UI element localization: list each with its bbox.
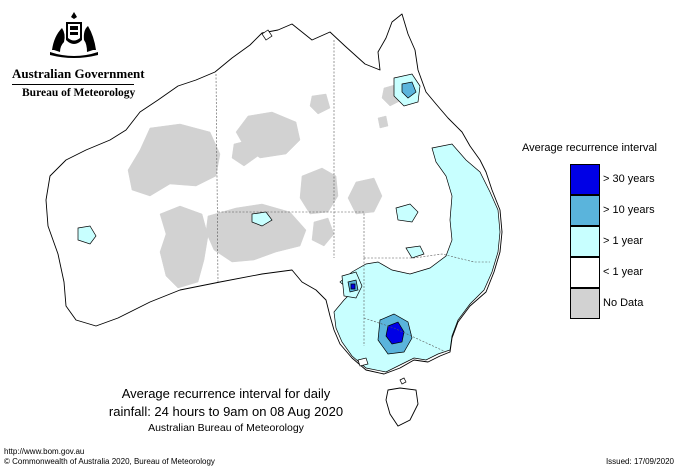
border-sa-qld	[334, 211, 365, 258]
legend-item: > 10 years	[570, 195, 680, 226]
legend-swatch	[570, 195, 600, 226]
map-source: Australian Bureau of Meteorology	[148, 422, 304, 434]
legend-swatch	[570, 257, 600, 288]
copyright-notice: © Commonwealth of Australia 2020, Bureau…	[4, 457, 215, 466]
legend-label: > 1 year	[603, 235, 644, 247]
recurrence-area-30-years-sa	[350, 283, 356, 290]
no-data-area	[231, 139, 259, 167]
legend-title: Average recurrence interval	[522, 142, 657, 154]
recurrence-area-1-year-west	[77, 225, 97, 245]
legend-item: No Data	[570, 288, 680, 319]
legend-item: < 1 year	[570, 257, 680, 288]
recurrence-area-10-years-north	[401, 81, 417, 99]
coat-of-arms-icon	[50, 12, 98, 58]
legend-label: < 1 year	[603, 266, 644, 278]
legend-swatch	[570, 164, 600, 195]
no-data-area	[311, 217, 335, 247]
no-data-area	[205, 203, 307, 263]
header-divider	[12, 84, 134, 85]
recurrence-area-1-year-qld	[405, 245, 425, 259]
recurrence-area-1-year-centre	[251, 211, 273, 227]
island	[357, 357, 369, 367]
no-data-area	[347, 177, 383, 215]
government-logo: Australian Government Bureau of Meteorol…	[8, 8, 145, 99]
government-name: Australian Government	[12, 66, 145, 81]
website-link[interactable]: http://www.bom.gov.au	[4, 447, 85, 456]
issued-date: Issued: 17/09/2020	[605, 457, 674, 466]
legend-swatch	[570, 226, 600, 257]
map-title-line-2: rainfall: 24 hours to 9am on 08 Aug 2020	[108, 404, 344, 419]
bureau-name: Bureau of Meteorology	[22, 87, 136, 99]
legend-item: > 30 years	[570, 164, 680, 195]
tasmania	[385, 387, 419, 427]
legend-label: No Data	[603, 297, 644, 309]
legend-label: > 10 years	[603, 204, 655, 216]
recurrence-area-1-year-inland	[395, 203, 419, 223]
border-nsw-vic	[363, 317, 447, 353]
no-data-area	[127, 123, 221, 197]
recurrence-area-30-years-nsw	[385, 321, 405, 345]
legend-item: > 1 year	[570, 226, 680, 257]
no-data-area	[377, 115, 389, 129]
island	[399, 377, 407, 385]
no-data-area	[159, 205, 209, 289]
island	[261, 29, 273, 41]
legend-swatch	[570, 288, 600, 319]
map-title-line-1: Average recurrence interval for daily	[121, 386, 331, 401]
border-wa	[215, 73, 219, 283]
no-data-area	[309, 93, 331, 115]
no-data-area	[299, 167, 339, 215]
legend-label: > 30 years	[603, 173, 655, 185]
border-nsw-qld	[364, 253, 490, 263]
